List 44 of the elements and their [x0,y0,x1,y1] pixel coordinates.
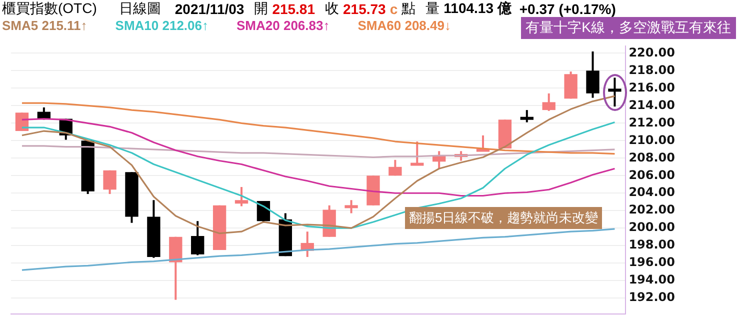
candlestick [410,140,424,166]
chart-title: 櫃買指數(OTC) [2,0,97,18]
y-tick-label: 212.00 [628,115,676,130]
candlestick [234,186,248,208]
y-tick-label: 218.00 [628,62,676,77]
y-tick-label: 196.00 [628,255,676,270]
y-tick-label: 202.00 [628,202,676,217]
y-tick-label: 200.00 [628,220,676,234]
annotation: 翻揚5日線不破，趨勢就尚未改變 [405,207,602,229]
y-tick-label: 192.00 [628,290,676,304]
text: 2021/11/03 [174,0,244,16]
text: 215.73 [343,0,386,16]
text: 開 [254,0,268,18]
text: 215.81 [272,0,316,16]
text: 點 [402,0,416,18]
text: 收 [325,0,340,18]
candlestick [542,92,556,112]
text: 1104.13 億 [444,0,512,18]
text: SMA20 206.83↑ [236,18,330,33]
y-tick-label: 208.00 [628,150,676,164]
y-tick-label: 194.00 [628,272,676,287]
text: SMA60 208.49↓ [358,18,451,33]
y-tick-label: 216.00 [628,80,676,94]
candlestick [15,112,29,132]
y-tick-label: 198.00 [628,238,676,252]
y-tick-label: 210.00 [628,132,676,147]
text: SMA10 212.06↑ [115,18,209,33]
text: 量 [426,0,440,18]
candlestick [344,199,358,214]
candlestick [608,76,622,108]
text: +0.37 (+0.17%) [519,0,616,16]
y-tick-label: 206.00 [628,168,676,182]
text: c [390,0,398,16]
y-tick-label: 214.00 [628,98,676,112]
text: 有量十字K線，多空激戰互有來往 [520,17,736,39]
candlestick [191,220,204,256]
candlestick [520,109,534,124]
y-tick-label: 220.00 [628,45,676,60]
candlestick [388,158,402,177]
y-tick-label: 204.00 [628,185,676,200]
chart-subtitle: 日線圖 [118,0,161,18]
candlestick [103,169,116,195]
candlestick [586,50,600,99]
text: SMA5 215.11↑ [2,18,88,33]
